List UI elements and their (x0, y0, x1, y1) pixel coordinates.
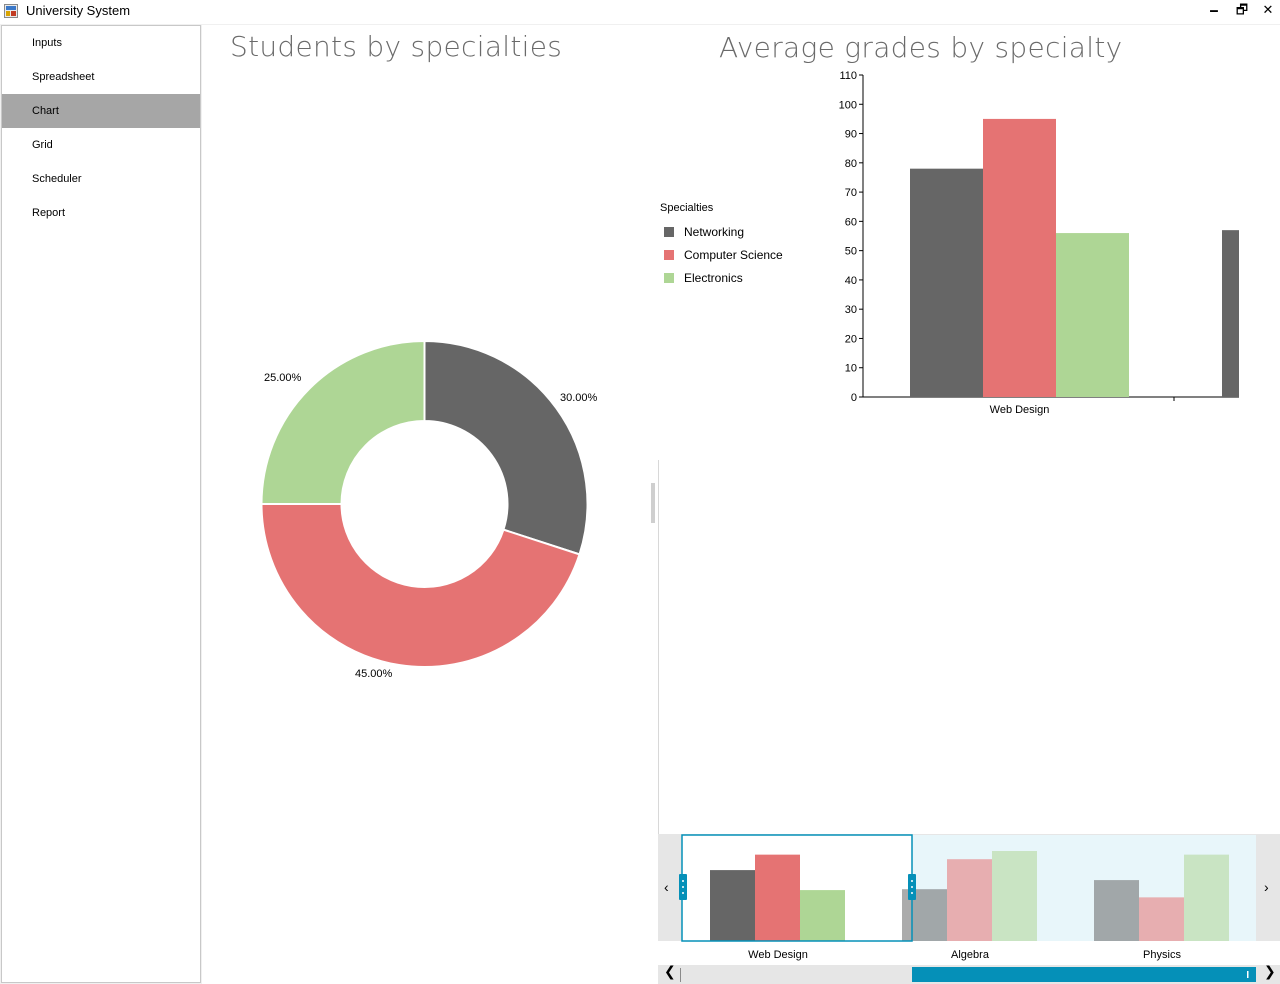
sidebar-nav: Inputs Spreadsheet Chart Grid Scheduler … (1, 25, 201, 983)
nav-bar-electronics (1184, 854, 1229, 941)
nav-bar-electronics (800, 890, 845, 941)
pie-label-networking: 30.00% (560, 392, 598, 404)
pie-label-computer-science: 45.00% (355, 668, 393, 680)
sidebar-item-report[interactable]: Report (32, 207, 66, 219)
minimize-button[interactable]: 🗕 (1209, 3, 1219, 18)
bar-chart: 0 10 20 30 40 50 60 70 80 90 100 110 Web Design (839, 70, 1239, 416)
sidebar-item-chart[interactable]: Chart (2, 94, 200, 128)
pie-slice-computer-science[interactable] (260, 503, 581, 668)
sidebar-item-grid[interactable]: Grid (32, 139, 53, 151)
range-right-arrow-icon[interactable]: › (1264, 879, 1269, 895)
legend-item-electronics[interactable]: Electronics (660, 266, 783, 289)
sidebar-item-inputs[interactable]: Inputs (32, 37, 62, 49)
legend-label-electronics: Electronics (684, 270, 743, 285)
bar-networking-next-partial[interactable] (1222, 230, 1239, 397)
nav-category-label: Algebra (951, 949, 990, 961)
bar-y-tick-label: 70 (845, 187, 857, 199)
legend-swatch-computer-science (664, 249, 674, 260)
range-navigator-chart: ‹ › Web Design Algebra Physics (658, 834, 1280, 984)
window-title: University System (26, 3, 131, 18)
pie-label-electronics: 25.00% (264, 372, 302, 384)
legend-swatch-electronics (664, 272, 674, 283)
scroll-left-icon[interactable]: ❮ (664, 964, 676, 980)
bar-computer-science[interactable] (983, 118, 1056, 397)
legend-swatch-networking (664, 226, 674, 237)
nav-bar-computer-science (947, 859, 992, 941)
range-left-thumb[interactable] (679, 874, 687, 900)
bar-y-tick-label: 110 (839, 70, 857, 82)
app-icon (4, 4, 18, 18)
nav-bar-electronics (992, 851, 1037, 941)
main-content: Students by specialties Average grades b… (202, 25, 1280, 984)
legend-item-computer-science[interactable]: Computer Science (660, 243, 783, 266)
range-right-thumb[interactable] (908, 874, 916, 900)
scroll-right-icon[interactable]: ❯ (1264, 964, 1276, 980)
nav-bar-computer-science (1139, 897, 1184, 941)
window-titlebar: University System 🗕 🗗 ✕ (0, 0, 1280, 24)
legend-title: Specialties (660, 202, 714, 214)
bar-y-tick-label: 40 (845, 275, 857, 287)
legend-label-computer-science: Computer Science (684, 247, 783, 262)
bar-chart-title: Average grades by specialty (719, 31, 1123, 64)
range-scrollbar-thumb[interactable] (912, 967, 1256, 982)
nav-category-label: Web Design (748, 949, 808, 961)
bar-y-tick-label: 90 (845, 129, 857, 141)
splitter-handle[interactable] (651, 483, 655, 523)
bar-y-tick-label: 0 (851, 392, 857, 404)
bar-y-tick-label: 80 (845, 158, 857, 170)
bar-y-tick-label: 30 (845, 304, 857, 316)
bar-y-tick-label: 60 (845, 216, 857, 228)
legend-label-networking: Networking (684, 224, 745, 239)
bar-y-tick-label: 10 (845, 363, 857, 375)
nav-category-label: Physics (1143, 949, 1181, 961)
range-left-arrow-icon[interactable]: ‹ (664, 879, 669, 895)
nav-bar-networking (1094, 880, 1139, 941)
chart-legend: Specialties Networking Computer Science … (660, 202, 783, 289)
restore-button[interactable]: 🗗 (1235, 3, 1249, 18)
bar-electronics[interactable] (1056, 233, 1129, 397)
bar-y-tick-label: 50 (845, 246, 857, 258)
pie-slice-electronics[interactable] (260, 339, 426, 505)
bar-y-tick-label: 100 (839, 99, 857, 111)
pie-chart-title: Students by specialties (230, 30, 563, 63)
bar-category-label: Web Design (990, 404, 1050, 416)
close-button[interactable]: ✕ (1262, 3, 1274, 18)
pie-slice-networking[interactable] (423, 339, 589, 556)
nav-bar-networking (710, 870, 755, 941)
bar-networking[interactable] (910, 168, 983, 397)
sidebar-item-spreadsheet[interactable]: Spreadsheet (32, 71, 95, 83)
legend-item-networking[interactable]: Networking (660, 220, 783, 243)
range-navigator[interactable]: ‹ › Web Design Algebra Physics ❮ ❯ (658, 834, 1280, 984)
bar-y-tick-label: 20 (845, 333, 857, 345)
sidebar-item-scheduler[interactable]: Scheduler (32, 173, 82, 185)
pie-chart: 30.00% 45.00% 25.00% (260, 339, 598, 680)
nav-bar-computer-science (755, 854, 800, 941)
